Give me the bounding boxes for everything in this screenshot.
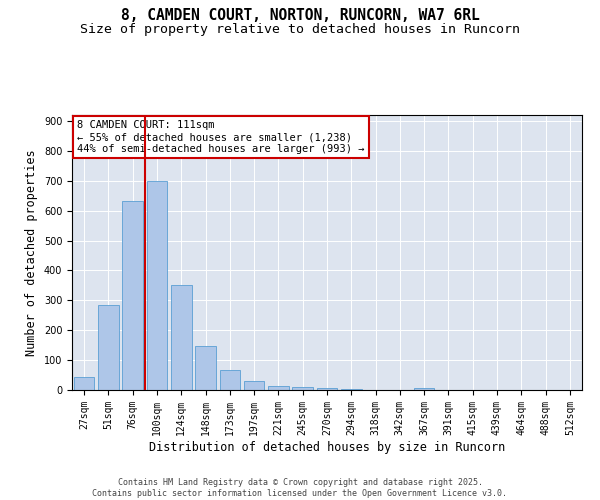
Bar [171, 286, 191, 390]
Bar [292, 386, 313, 390]
Bar [317, 388, 337, 390]
Bar [268, 386, 289, 390]
Y-axis label: Number of detached properties: Number of detached properties [25, 149, 38, 356]
Bar [74, 378, 94, 390]
Text: Size of property relative to detached houses in Runcorn: Size of property relative to detached ho… [80, 22, 520, 36]
Text: 8 CAMDEN COURT: 111sqm
← 55% of detached houses are smaller (1,238)
44% of semi-: 8 CAMDEN COURT: 111sqm ← 55% of detached… [77, 120, 365, 154]
Bar [220, 370, 240, 390]
X-axis label: Distribution of detached houses by size in Runcorn: Distribution of detached houses by size … [149, 440, 505, 454]
Bar [341, 388, 362, 390]
Bar [414, 388, 434, 390]
Text: 8, CAMDEN COURT, NORTON, RUNCORN, WA7 6RL: 8, CAMDEN COURT, NORTON, RUNCORN, WA7 6R… [121, 8, 479, 22]
Bar [195, 346, 216, 390]
Bar [98, 306, 119, 390]
Bar [244, 381, 265, 390]
Text: Contains HM Land Registry data © Crown copyright and database right 2025.
Contai: Contains HM Land Registry data © Crown c… [92, 478, 508, 498]
Bar [146, 181, 167, 390]
Bar [122, 201, 143, 390]
